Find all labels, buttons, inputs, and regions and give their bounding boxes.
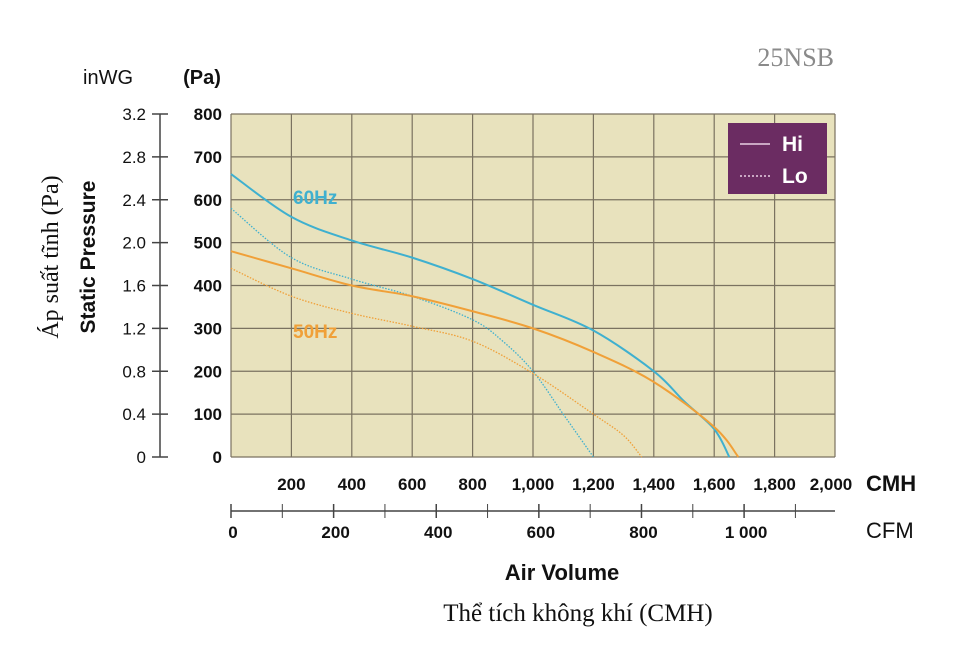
y-tick-label-pa: 100: [194, 405, 222, 424]
x-tick-label-cmh: 1,200: [572, 475, 615, 494]
y-tick-label-inwg: 0: [137, 448, 146, 467]
y-tick-label-inwg: 0.8: [122, 362, 146, 381]
y-tick-label-pa: 0: [213, 448, 222, 467]
legend-box: [728, 123, 827, 194]
x-tick-label-cmh: 1,000: [512, 475, 555, 494]
x-tick-label-cfm: 400: [424, 523, 452, 542]
model-label: 25NSB: [757, 43, 834, 72]
x-tick-label-cmh: 1,400: [633, 475, 676, 494]
y-tick-label-pa: 400: [194, 277, 222, 296]
y-unit-inwg: inWG: [83, 67, 133, 89]
x-tick-label-cmh: 600: [398, 475, 426, 494]
legend: Hi Lo: [728, 123, 827, 194]
y-tick-label-inwg: 2.8: [122, 148, 146, 167]
x-tick-label-cmh: 2,000: [810, 475, 853, 494]
annotation-60hz: 60Hz: [293, 188, 337, 209]
x-tick-label-cmh: 400: [338, 475, 366, 494]
x-tick-label-cfm: 1 000: [725, 523, 768, 542]
y-tick-label-inwg: 0.4: [122, 405, 146, 424]
y-tick-label-pa: 700: [194, 148, 222, 167]
y-axes: 0 0 0.4 100 0.8 200 1.2 300 1.6 400 2.0 500 2.4 600 2.…: [122, 105, 222, 467]
y-tick-label-inwg: 2.0: [122, 234, 146, 253]
y-tick-label-pa: 500: [194, 234, 222, 253]
y-label-en: Static Pressure: [77, 181, 100, 334]
y-tick-label-pa: 600: [194, 191, 222, 210]
x-label-vi: Thể tích không khí (CMH): [443, 600, 712, 627]
series-line-50hz-hi: [230, 250, 740, 458]
y-tick-label-pa: 200: [194, 362, 222, 381]
x-axis-cmh: 200 400 600 800 1,000 1,200 1,400 1,600 1,800 2,0…: [277, 475, 852, 494]
x-label-en: Air Volume: [505, 560, 620, 585]
series-line-50hz-lo: [230, 267, 643, 458]
y-label-vi: Áp suất tĩnh (Pa): [38, 175, 64, 338]
y-tick-label-inwg: 3.2: [122, 105, 146, 124]
annotation-50hz: 50Hz: [293, 322, 337, 343]
legend-lo-label: Lo: [782, 165, 808, 188]
x-tick-label-cfm: 200: [321, 523, 349, 542]
x-tick-label-cmh: 200: [277, 475, 305, 494]
y-tick-label-pa: 300: [194, 319, 222, 338]
x-unit-cmh: CMH: [866, 471, 916, 496]
x-tick-label-cfm: 800: [629, 523, 657, 542]
x-tick-label-cmh: 1,800: [753, 475, 796, 494]
series-group: [230, 173, 740, 458]
x-tick-label-cmh: 800: [458, 475, 486, 494]
y-tick-label-pa: 800: [194, 105, 222, 124]
y-unit-pa: (Pa): [183, 67, 221, 89]
y-tick-label-inwg: 1.6: [122, 277, 146, 296]
x-tick-label-cfm: 0: [228, 523, 237, 542]
x-axis-cfm: 0 200 400 600 800 1 000: [228, 504, 835, 542]
y-tick-label-inwg: 2.4: [122, 191, 146, 210]
y-tick-label-inwg: 1.2: [122, 319, 146, 338]
x-tick-label-cmh: 1,600: [693, 475, 736, 494]
x-unit-cfm: CFM: [866, 518, 914, 543]
series-line-60hz-lo: [230, 207, 594, 458]
legend-hi-label: Hi: [782, 133, 803, 156]
x-tick-label-cfm: 600: [527, 523, 555, 542]
